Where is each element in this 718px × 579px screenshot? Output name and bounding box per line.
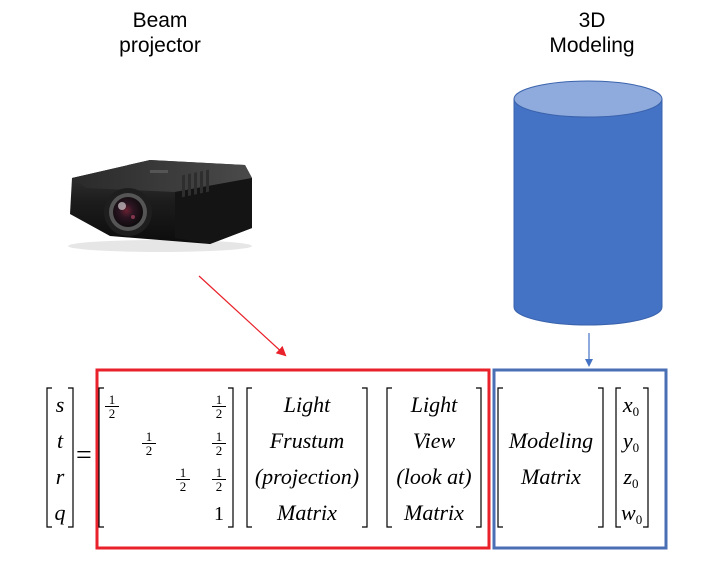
cylinder-shape <box>513 80 663 326</box>
beam-projector-label-line1: Beam <box>132 9 188 32</box>
frustum-line-3: (projection) <box>254 464 360 489</box>
projector-image <box>68 160 252 252</box>
modeling-line-1: Modeling <box>508 428 594 453</box>
frustum-line-4: Matrix <box>277 500 337 525</box>
rhs-y0: y0 <box>622 428 640 455</box>
beam-projector-label-line2: projector <box>119 34 201 57</box>
view-line-3: (look at) <box>396 464 472 489</box>
rhs-x0: x0 <box>622 392 640 419</box>
equals-sign: = <box>76 440 92 471</box>
red-arrow <box>198 275 287 357</box>
lhs-t: t <box>56 428 64 453</box>
frustum-line-1: Light <box>283 392 331 417</box>
beam-projector-label: Beam projector <box>100 8 220 58</box>
3d-modeling-label-line2: Modeling <box>549 34 635 57</box>
lhs-q: q <box>54 500 66 525</box>
frustum-line-2: Frustum <box>269 428 345 453</box>
lhs-r: r <box>55 464 65 489</box>
matrix-brackets <box>46 387 649 528</box>
rhs-w0: w0 <box>621 500 643 527</box>
bias-one: 1 <box>214 503 224 525</box>
modeling-line-2: Matrix <box>521 464 581 489</box>
view-line-1: Light <box>410 392 458 417</box>
view-line-2: View <box>412 428 456 453</box>
blue-highlight-box <box>492 368 668 550</box>
3d-modeling-label-line1: 3D <box>578 9 606 32</box>
view-line-4: Matrix <box>404 500 464 525</box>
lhs-s: s <box>55 392 65 417</box>
red-highlight-box <box>95 368 491 550</box>
rhs-z0: z0 <box>623 464 639 491</box>
3d-modeling-label: 3D Modeling <box>522 8 662 58</box>
